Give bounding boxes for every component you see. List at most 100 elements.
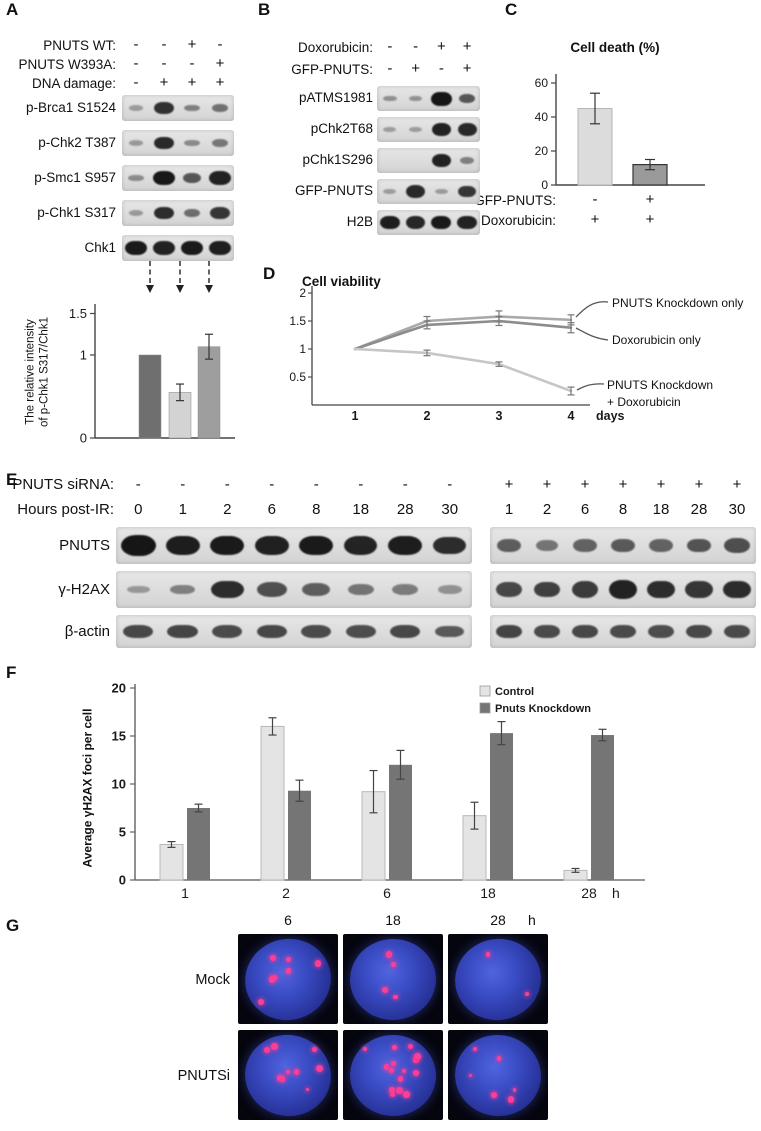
blot-band — [724, 624, 750, 639]
b-blot-label-1: pChk2T68 — [310, 121, 373, 136]
b-blot-gfp-pnuts — [377, 179, 480, 204]
e-blot-0-right — [490, 527, 756, 564]
d-legend-doxorubicin-only: Doxorubicin only — [612, 333, 701, 347]
b-blot-pchk2t68 — [377, 117, 480, 142]
a-blot-label-2: p-Smc1 S957 — [34, 170, 116, 185]
lane-symbol: + — [645, 191, 655, 208]
blot-band — [184, 139, 200, 147]
micrograph-mock-28h — [448, 934, 548, 1024]
blot-band — [685, 581, 713, 598]
gamma-h2ax-focus — [491, 1092, 497, 1098]
lane-symbol: 18 — [652, 501, 670, 518]
blot-band — [457, 123, 477, 136]
y-tick-label: 0.5 — [289, 370, 306, 384]
series-line-1 — [353, 319, 573, 351]
blot-band — [433, 536, 467, 555]
lane-symbol: - — [592, 191, 598, 208]
lane-symbol: + — [436, 38, 446, 55]
d-chart-title: Cell viability — [302, 274, 381, 289]
gamma-h2ax-focus — [305, 1087, 310, 1091]
lane-symbol: 2 — [223, 501, 232, 518]
a-condition-dna-damage-label: DNA damage: — [31, 76, 116, 91]
series-line-2 — [353, 347, 573, 393]
gamma-h2ax-focus — [393, 994, 398, 1000]
blot-band — [128, 140, 144, 146]
a-blot-chk1 — [122, 235, 234, 261]
series-line-0 — [353, 315, 573, 351]
b-condition-gfp-pnuts-label: GFP-PNUTS: — [291, 62, 373, 77]
blot-band — [435, 625, 465, 638]
lane-symbol: + — [159, 74, 169, 91]
micrograph-pnutsi-28h — [448, 1030, 548, 1120]
blot-band — [170, 584, 196, 595]
lane-symbol: + — [215, 74, 225, 91]
y-tick-label: 0 — [119, 873, 126, 888]
a-blot-p-brca1-s1524 — [122, 95, 234, 121]
blot-band — [431, 215, 452, 230]
blot-band — [211, 104, 229, 112]
blot-band — [573, 539, 597, 552]
blot-band — [209, 207, 231, 219]
g-row-label-pnutsi: PNUTSi — [177, 1068, 230, 1084]
blot-band — [495, 624, 523, 639]
gamma-h2ax-focus — [496, 1055, 502, 1061]
legend-swatch — [479, 702, 491, 714]
blot-band — [431, 123, 452, 136]
nucleus — [450, 1030, 546, 1120]
e-header-pnuts-sirna-label: PNUTS siRNA: — [12, 476, 114, 493]
blot-band — [184, 104, 200, 112]
y-tick-label: 1.5 — [289, 314, 306, 328]
blot-band — [209, 171, 231, 185]
blot-band — [496, 581, 522, 598]
a-bar-chart: 1.5 1 0 — [69, 304, 235, 446]
gamma-h2ax-focus — [279, 1076, 286, 1082]
a-dashed-arrows — [146, 261, 213, 293]
a-blot-label-3: p-Chk1 S317 — [37, 205, 116, 220]
nucleus — [348, 936, 438, 1022]
y-tick-label: 1 — [299, 342, 306, 356]
gamma-h2ax-focus — [413, 1057, 419, 1063]
lane-symbol: + — [732, 476, 742, 493]
gamma-h2ax-focus — [413, 1053, 421, 1061]
bar-pnuts-knockdown — [591, 735, 614, 880]
blot-band — [408, 95, 423, 102]
blot-band — [388, 535, 423, 555]
blot-band — [723, 580, 751, 599]
d-line-chart: 2 1.5 1 0.5 1 2 3 4 days — [289, 286, 625, 423]
blot-band — [533, 581, 561, 598]
legend-label: Pnuts Knockdown — [495, 703, 591, 715]
lane-symbol: - — [189, 55, 195, 72]
gamma-h2ax-focus — [507, 1096, 514, 1103]
gamma-h2ax-focus — [381, 986, 388, 994]
lane-symbol: + — [694, 476, 704, 493]
lane-symbol: + — [215, 55, 225, 72]
gamma-h2ax-focus — [271, 1043, 278, 1051]
blot-band — [437, 585, 462, 594]
lane-symbol: - — [133, 55, 139, 72]
blot-band — [409, 127, 423, 132]
blot-band — [406, 216, 426, 229]
blot-band — [572, 624, 598, 639]
gamma-h2ax-focus — [316, 1064, 323, 1072]
blot-band — [211, 139, 229, 147]
gamma-h2ax-focus — [263, 1047, 271, 1054]
lane-symbol: - — [161, 55, 167, 72]
b-blot-h2b — [377, 210, 480, 235]
micrograph-mock-6h — [238, 934, 338, 1024]
c-chart-title: Cell death (%) — [570, 40, 660, 55]
x-tick-label: 18 — [480, 885, 496, 901]
f-bar-chart: 20 15 10 5 0 1 2 6 18 28 h Control Pnuts Knockdown — [112, 681, 645, 901]
blot-band — [457, 216, 477, 229]
blot-band — [299, 535, 334, 556]
x-tick-label: 3 — [496, 409, 503, 423]
lane-symbol: + — [656, 476, 666, 493]
lane-symbol: 1 — [504, 501, 514, 518]
lane-symbol: + — [462, 38, 472, 55]
panel-c-label: C — [505, 0, 518, 19]
blot-band — [380, 216, 400, 229]
blot-band — [212, 624, 243, 639]
gamma-h2ax-focus — [512, 1087, 517, 1092]
lane-symbol: - — [447, 476, 453, 493]
gamma-h2ax-focus — [391, 961, 397, 967]
blot-band — [125, 241, 147, 255]
